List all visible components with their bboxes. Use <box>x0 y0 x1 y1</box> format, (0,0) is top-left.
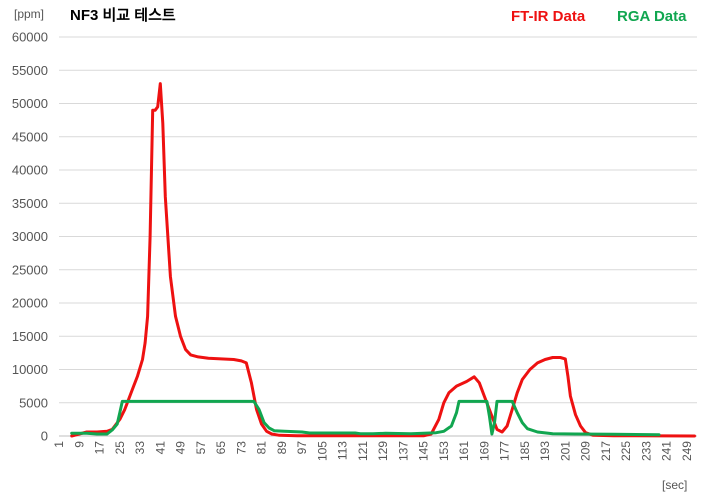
chart-title: NF3 비교 테스트 <box>70 7 176 24</box>
x-tick-label: 25 <box>113 441 127 455</box>
y-axis-unit: [ppm] <box>14 7 44 21</box>
y-tick-label: 10000 <box>12 362 48 377</box>
x-tick-label: 17 <box>93 441 107 455</box>
series-line-ftir <box>70 82 696 438</box>
x-tick-label: 9 <box>72 441 86 448</box>
x-tick-label: 137 <box>396 441 410 461</box>
x-tick-label: 57 <box>194 441 208 455</box>
y-tick-label: 35000 <box>12 196 48 211</box>
x-tick-label: 241 <box>660 441 674 461</box>
x-tick-label: 49 <box>174 441 188 455</box>
y-tick-label: 30000 <box>12 229 48 244</box>
x-tick-label: 1 <box>52 441 66 448</box>
y-tick-label: 15000 <box>12 329 48 344</box>
y-tick-label: 55000 <box>12 63 48 78</box>
x-tick-label: 41 <box>153 441 167 455</box>
x-tick-label: 225 <box>619 441 633 461</box>
y-tick-label: 20000 <box>12 296 48 311</box>
x-tick-label: 209 <box>579 441 593 461</box>
x-tick-label: 145 <box>417 441 431 461</box>
x-tick-label: 81 <box>255 441 269 455</box>
x-tick-label: 113 <box>336 441 350 460</box>
x-tick-label: 169 <box>477 441 491 461</box>
x-tick-label: 185 <box>518 441 532 461</box>
x-axis-unit: [sec] <box>662 478 687 492</box>
x-tick-label: 161 <box>457 441 471 461</box>
y-tick-label: 45000 <box>12 129 48 144</box>
series-lines <box>70 82 696 438</box>
x-tick-label: 97 <box>295 441 309 455</box>
y-tick-label: 0 <box>41 429 48 444</box>
y-tick-label: 5000 <box>19 395 48 410</box>
x-tick-label: 233 <box>639 441 653 461</box>
y-axis-ticks: 0 5000 10000 15000 20000 25000 30000 35000 40000… <box>12 30 48 444</box>
x-tick-label: 105 <box>315 441 329 461</box>
x-tick-label: 193 <box>538 441 552 461</box>
x-tick-label: 89 <box>275 441 289 455</box>
y-tick-label: 50000 <box>12 96 48 111</box>
x-tick-label: 153 <box>437 441 451 461</box>
legend-entry-rga: RGA Data <box>617 8 687 25</box>
x-tick-label: 65 <box>214 441 228 455</box>
x-tick-label: 177 <box>498 441 512 461</box>
x-tick-label: 249 <box>680 441 694 461</box>
y-tick-label: 60000 <box>12 30 48 45</box>
y-tick-label: 40000 <box>12 163 48 178</box>
gridlines <box>59 36 697 437</box>
y-tick-label: 25000 <box>12 262 48 277</box>
x-tick-label: 33 <box>133 441 147 455</box>
x-tick-label: 73 <box>234 441 248 455</box>
x-tick-label: 217 <box>599 441 613 461</box>
series-line-rga <box>70 399 661 437</box>
x-tick-label: 129 <box>376 441 390 461</box>
x-tick-label: 121 <box>356 441 370 461</box>
x-tick-label: 201 <box>558 441 572 461</box>
legend-entry-ftir: FT-IR Data <box>511 8 586 25</box>
x-axis-ticks: 1 9 17 25 33 41 49 57 65 73 81 89 97 105 113 121 129 137 1… <box>52 441 694 461</box>
